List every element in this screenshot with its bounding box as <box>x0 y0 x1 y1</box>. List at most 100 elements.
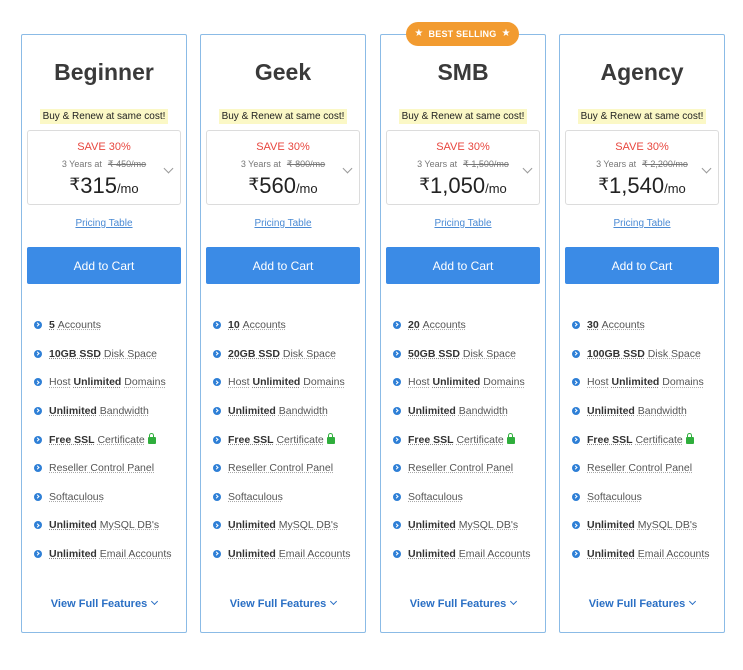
feature-bandwidth: Unlimited Bandwidth <box>213 397 351 426</box>
feature-disk: 10GB SSD Disk Space <box>34 340 172 369</box>
years-line: 3 Years at ₹ 450/mo <box>28 159 180 170</box>
feature-ssl: Free SSL Certificate <box>393 425 531 454</box>
price-period: /mo <box>664 181 686 196</box>
feature-text: Accounts <box>242 319 286 332</box>
feature-accounts: 10 Accounts <box>213 311 351 340</box>
feature-value: 20 <box>408 319 420 332</box>
feature-text: Host <box>228 376 250 389</box>
add-to-cart-button[interactable]: Add to Cart <box>27 247 181 284</box>
feature-text: Host <box>587 376 609 389</box>
feature-text: Disk Space <box>462 347 516 360</box>
check-circle-icon <box>34 349 42 358</box>
lock-icon <box>326 433 335 445</box>
feature-text: Domains <box>662 376 704 389</box>
view-full-label: View Full Features <box>588 598 686 610</box>
currency-symbol: ₹ <box>419 175 431 194</box>
feature-reseller: Reseller Control Panel <box>34 454 172 483</box>
feature-softaculous: Softaculous <box>572 483 710 512</box>
check-circle-icon <box>393 492 401 501</box>
feature-text: Disk Space <box>282 347 336 360</box>
pricing-table-link[interactable]: Pricing Table <box>434 218 492 229</box>
check-circle-icon <box>213 492 221 501</box>
view-full-features-link[interactable]: View Full Features <box>560 597 724 610</box>
feature-value: 100GB SSD <box>587 347 645 360</box>
pricing-table-link[interactable]: Pricing Table <box>613 218 671 229</box>
feature-softaculous: Softaculous <box>393 483 531 512</box>
check-circle-icon <box>34 492 42 501</box>
pricing-table-link[interactable]: Pricing Table <box>254 218 312 229</box>
feature-text: Domains <box>124 376 166 389</box>
price-amount: 315 <box>80 173 117 198</box>
save-label: SAVE 30% <box>615 141 669 153</box>
star-icon: ★ <box>501 28 511 39</box>
feature-text: Host <box>49 376 71 389</box>
view-full-features-link[interactable]: View Full Features <box>22 597 186 610</box>
feature-value: Unlimited <box>408 405 456 418</box>
check-circle-icon <box>213 521 221 530</box>
check-circle-icon <box>572 550 580 559</box>
billing-cycle-select[interactable]: SAVE 30% 3 Years at ₹ 450/mo ₹315/mo <box>27 130 181 205</box>
feature-bandwidth: Unlimited Bandwidth <box>393 397 531 426</box>
check-circle-icon <box>572 521 580 530</box>
check-circle-icon <box>393 407 401 416</box>
billing-cycle-select[interactable]: SAVE 30% 3 Years at ₹ 1,500/mo ₹1,050/mo <box>386 130 540 205</box>
check-circle-icon <box>393 321 401 330</box>
feature-mysql: Unlimited MySQL DB's <box>34 511 172 540</box>
plan-card-smb: SMB Buy & Renew at same cost! SAVE 30% 3… <box>380 34 546 633</box>
add-to-cart-button[interactable]: Add to Cart <box>565 247 719 284</box>
feature-text: Accounts <box>601 319 645 332</box>
billing-cycle-select[interactable]: SAVE 30% 3 Years at ₹ 800/mo ₹560/mo <box>206 130 360 205</box>
plan-name: Agency <box>600 59 684 85</box>
feature-reseller: Reseller Control Panel <box>213 454 351 483</box>
add-to-cart-button[interactable]: Add to Cart <box>206 247 360 284</box>
add-to-cart-button[interactable]: Add to Cart <box>386 247 540 284</box>
billing-cycle-select[interactable]: SAVE 30% 3 Years at ₹ 2,200/mo ₹1,540/mo <box>565 130 719 205</box>
feature-text: Reseller Control Panel <box>49 462 155 475</box>
feature-text: MySQL DB's <box>278 519 339 532</box>
check-circle-icon <box>34 464 42 473</box>
feature-text: Certificate <box>276 433 324 446</box>
feature-ssl: Free SSL Certificate <box>213 425 351 454</box>
pricing-table-link[interactable]: Pricing Table <box>75 218 133 229</box>
feature-ssl: Free SSL Certificate <box>34 425 172 454</box>
feature-disk: 50GB SSD Disk Space <box>393 340 531 369</box>
check-circle-icon <box>572 492 580 501</box>
currency-symbol: ₹ <box>248 175 260 194</box>
feature-value: Free SSL <box>587 433 633 446</box>
check-circle-icon <box>572 378 580 387</box>
lock-icon <box>685 433 694 445</box>
check-circle-icon <box>213 407 221 416</box>
price: ₹1,540/mo <box>566 173 718 199</box>
check-circle-icon <box>572 321 580 330</box>
feature-reseller: Reseller Control Panel <box>572 454 710 483</box>
feature-value: Unlimited <box>228 405 276 418</box>
chevron-down-icon <box>330 597 338 606</box>
price-amount: 1,540 <box>609 173 665 198</box>
feature-email: Unlimited Email Accounts <box>393 540 531 569</box>
feature-value: Unlimited <box>252 376 301 389</box>
feature-value: Unlimited <box>228 519 276 532</box>
feature-text: Domains <box>303 376 345 389</box>
check-circle-icon <box>213 378 221 387</box>
feature-list: 20 Accounts 50GB SSD Disk Space Host Unl… <box>393 311 531 568</box>
view-full-label: View Full Features <box>229 598 327 610</box>
view-full-features-link[interactable]: View Full Features <box>201 597 365 610</box>
feature-value: Unlimited <box>432 376 481 389</box>
tagline: Buy & Renew at same cost! <box>398 109 528 124</box>
check-circle-icon <box>34 321 42 330</box>
check-circle-icon <box>213 435 221 444</box>
feature-text: Domains <box>483 376 525 389</box>
feature-text: Email Accounts <box>637 548 710 561</box>
view-full-label: View Full Features <box>409 598 507 610</box>
check-circle-icon <box>393 435 401 444</box>
price-amount: 1,050 <box>430 173 486 198</box>
feature-value: Unlimited <box>49 519 97 532</box>
view-full-features-link[interactable]: View Full Features <box>381 597 545 610</box>
check-circle-icon <box>34 407 42 416</box>
check-circle-icon <box>34 435 42 444</box>
old-price: ₹ 450/mo <box>107 159 147 169</box>
star-icon: ★ <box>414 28 424 39</box>
feature-value: Free SSL <box>49 433 95 446</box>
check-circle-icon <box>393 349 401 358</box>
